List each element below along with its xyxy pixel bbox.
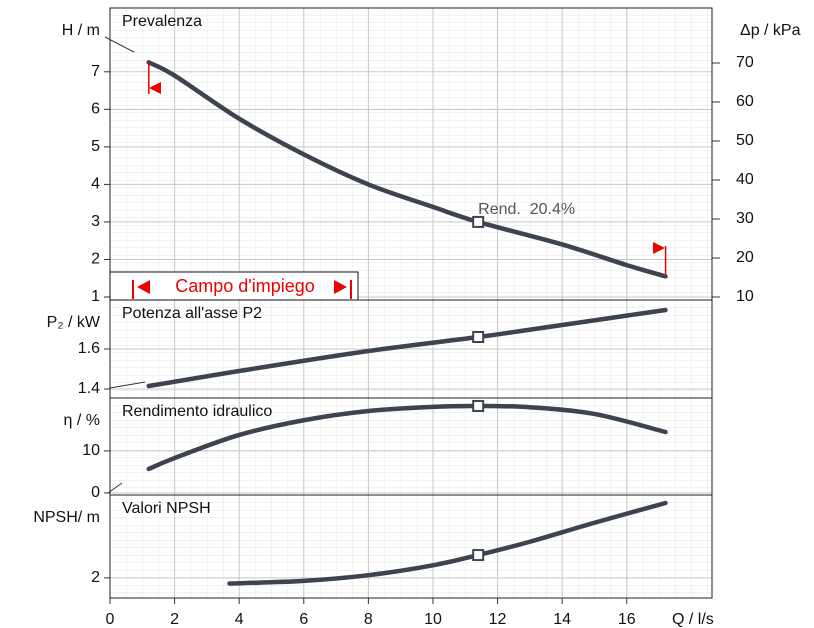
- y2-tick-label: 70: [736, 54, 754, 71]
- y-tick-label: 0: [91, 484, 100, 501]
- pump-chart: 123456710203040506070Δp / kPaPrevalenzaH…: [0, 0, 814, 628]
- y-tick-label: 1.6: [78, 340, 100, 357]
- duty-point: [473, 332, 483, 342]
- x-tick-label: 14: [553, 611, 571, 628]
- panel-title: Rendimento idraulico: [122, 403, 272, 420]
- x-tick-label: 16: [618, 611, 636, 628]
- x-tick-label: 12: [489, 611, 507, 628]
- y-tick-label: 1: [91, 288, 100, 305]
- y-tick-label: 7: [91, 63, 100, 80]
- x-tick-label: 8: [364, 611, 373, 628]
- y2-axis-label: Δp / kPa: [740, 22, 801, 39]
- y-axis-label: H / m: [62, 22, 100, 39]
- y2-tick-label: 60: [736, 93, 754, 110]
- y-tick-label: 2: [91, 569, 100, 586]
- panel-title: Potenza all'asse P2: [122, 305, 262, 322]
- duty-point: [473, 401, 483, 411]
- y-tick-label: 4: [91, 176, 100, 193]
- y-tick-label: 5: [91, 138, 100, 155]
- y2-tick-label: 40: [736, 171, 754, 188]
- y-tick-label: 2: [91, 251, 100, 268]
- y-tick-label: 1.4: [78, 380, 100, 397]
- x-tick-label: 0: [106, 611, 115, 628]
- x-tick-label: 10: [424, 611, 442, 628]
- y2-tick-label: 10: [736, 288, 754, 305]
- y2-tick-label: 20: [736, 249, 754, 266]
- panel-title: Valori NPSH: [122, 500, 211, 517]
- y-tick-label: 10: [82, 442, 100, 459]
- y2-tick-label: 50: [736, 132, 754, 149]
- y-axis-label: NPSH/ m: [33, 509, 100, 526]
- x-tick-label: 4: [235, 611, 244, 628]
- duty-point: [473, 550, 483, 560]
- x-tick-label: 6: [299, 611, 308, 628]
- x-tick-label: 2: [170, 611, 179, 628]
- y-axis-label: P₂ / kW: [47, 314, 101, 331]
- y-tick-label: 6: [91, 101, 100, 118]
- range-label: Campo d'impiego: [175, 276, 315, 296]
- y-axis-label: η / %: [64, 412, 100, 429]
- y2-tick-label: 30: [736, 210, 754, 227]
- duty-annotation: Rend. 20.4%: [478, 201, 575, 218]
- panel-title: Prevalenza: [122, 13, 202, 30]
- y-tick-label: 3: [91, 213, 100, 230]
- duty-point: [473, 217, 483, 227]
- x-axis-label: Q / l/s: [672, 611, 714, 628]
